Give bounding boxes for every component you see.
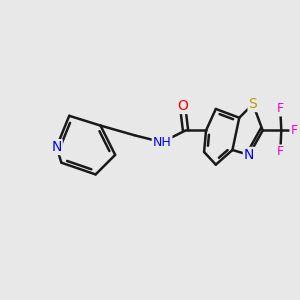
Text: F: F xyxy=(277,103,284,116)
Text: O: O xyxy=(177,99,188,113)
Text: N: N xyxy=(244,148,254,162)
Text: S: S xyxy=(249,97,257,111)
Text: NH: NH xyxy=(153,136,171,149)
Text: F: F xyxy=(290,124,298,137)
Text: N: N xyxy=(51,140,62,154)
Text: F: F xyxy=(277,146,284,158)
